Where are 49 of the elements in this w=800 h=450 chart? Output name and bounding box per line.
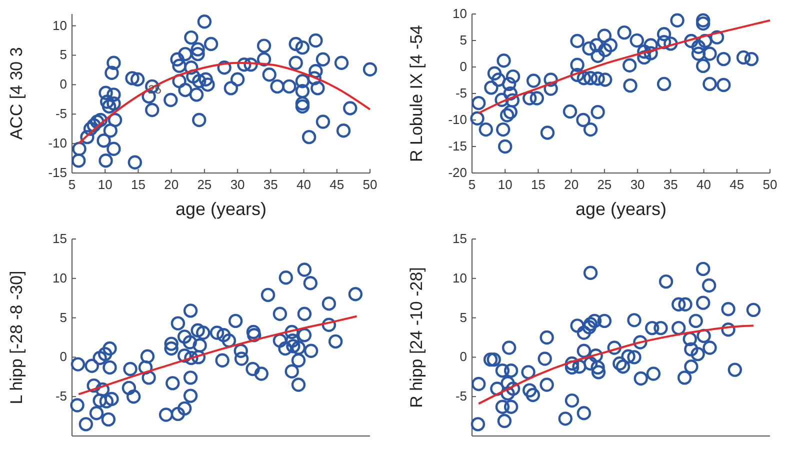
y-axis-title: ACC [4 30 3 [7, 47, 26, 140]
y-tick-label: -15 [48, 165, 67, 180]
x-tick-label: 20 [564, 177, 579, 192]
y-tick-label: 5 [60, 47, 67, 62]
x-tick-label: 35 [663, 177, 678, 192]
y-tick-label: -5 [55, 106, 67, 122]
x-tick-label: 40 [696, 177, 712, 192]
x-axis-title: age (years) [575, 199, 667, 219]
x-tick-label: 30 [630, 177, 645, 192]
x-tick-label: 10 [498, 177, 512, 192]
y-tick-label: 5 [460, 32, 467, 48]
y-tick-label: 5 [460, 310, 467, 325]
y-tick-label: -5 [55, 388, 67, 404]
y-axis-title: R Lobule IX [4 -54 [407, 24, 426, 162]
x-tick-label: 35 [263, 177, 278, 192]
x-tick-label: 25 [197, 177, 212, 192]
y-tick-label: 0 [460, 349, 467, 364]
annotation: 25 [148, 82, 162, 96]
x-tick-label: 45 [730, 177, 744, 192]
y-tick-label: 15 [52, 231, 67, 246]
x-axis-title: age (years) [175, 199, 267, 219]
y-tick-label: -5 [455, 86, 467, 100]
y-tick-label: 10 [452, 6, 467, 21]
y-tick-label: 10 [52, 18, 67, 33]
x-tick-label: 50 [762, 177, 778, 192]
y-tick-label: 0 [60, 76, 67, 92]
y-tick-label: 5 [60, 310, 67, 325]
y-tick-label: 0 [460, 59, 467, 74]
y-tick-label: 15 [452, 231, 467, 246]
y-tick-label: 0 [60, 349, 67, 364]
x-tick-label: 10 [98, 177, 112, 192]
y-tick-label: -10 [448, 112, 467, 127]
y-tick-label: -20 [448, 165, 467, 180]
y-tick-label: -5 [455, 388, 467, 404]
x-tick-label: 50 [362, 177, 378, 192]
y-tick-label: 10 [52, 270, 67, 286]
x-tick-label: 25 [597, 177, 612, 192]
y-tick-label: -15 [448, 138, 467, 154]
x-tick-label: 45 [330, 177, 344, 192]
y-axis-title: L hipp [-28 -8 -30] [7, 270, 26, 404]
x-tick-label: 40 [296, 177, 312, 192]
y-axis-title: R hipp [24 -10 -28] [407, 267, 426, 408]
line-series [78, 315, 358, 396]
x-tick-label: 20 [164, 177, 179, 192]
x-tick-label: 15 [530, 177, 546, 192]
x-tick-label: 15 [130, 177, 146, 192]
x-tick-label: 30 [230, 177, 245, 192]
y-tick-label: -10 [48, 136, 67, 151]
y-tick-label: 10 [452, 270, 467, 286]
